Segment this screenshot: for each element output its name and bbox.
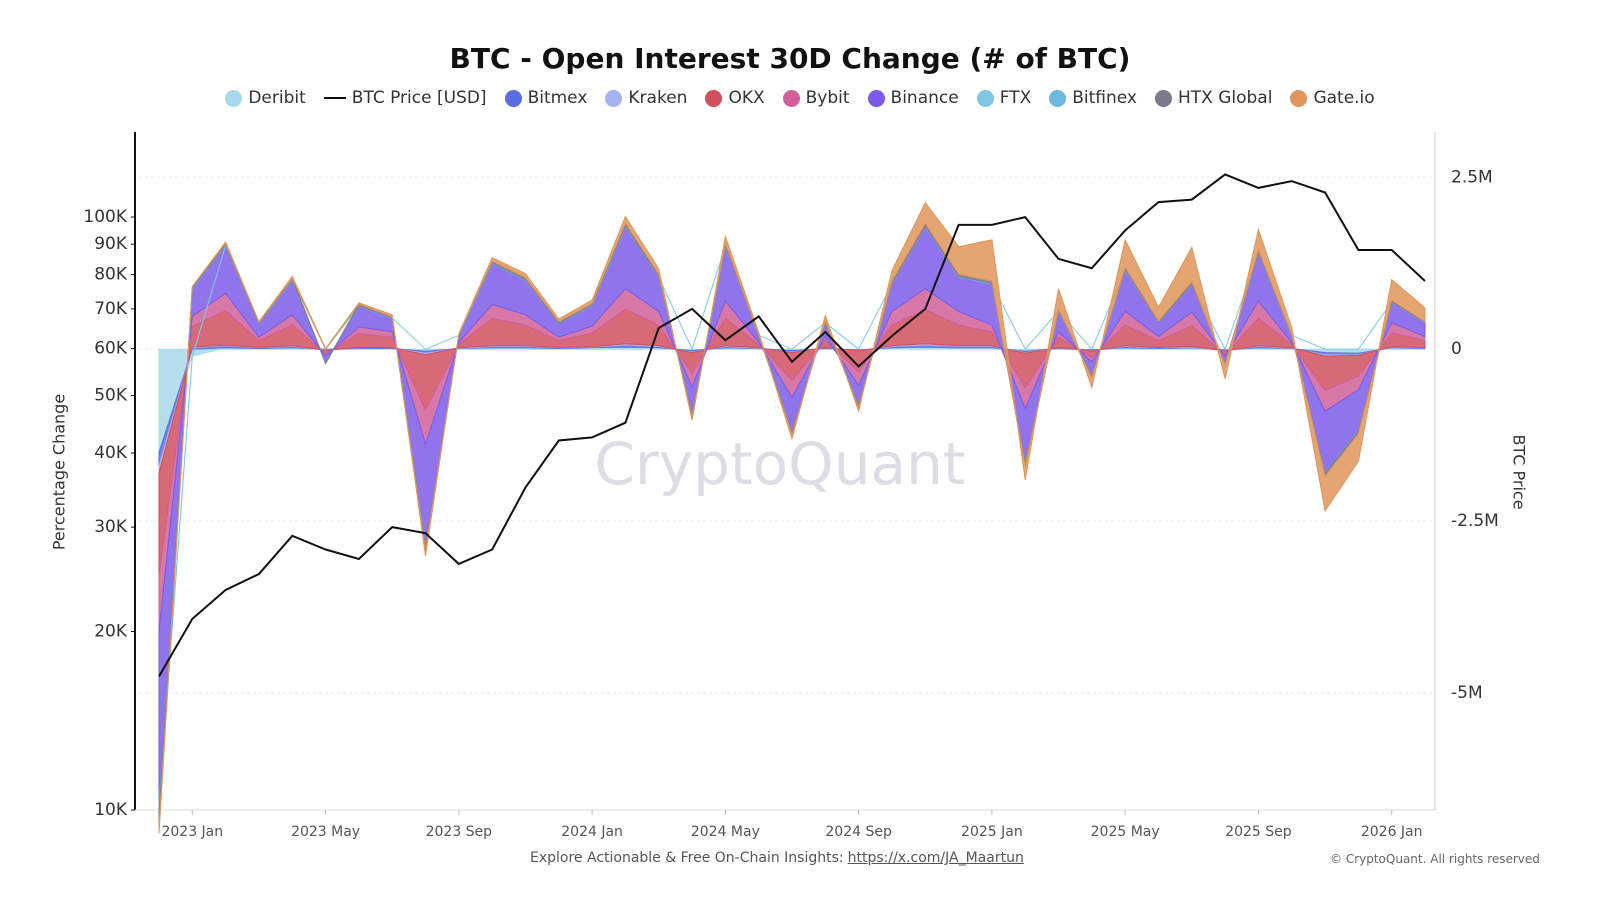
legend-item[interactable]: HTX Global bbox=[1154, 88, 1273, 108]
legend-swatch bbox=[504, 89, 522, 107]
x-tick-label: 2023 May bbox=[291, 824, 360, 840]
y-tick-label: 20K bbox=[94, 622, 128, 642]
x-tick-label: 2025 Sep bbox=[1225, 824, 1292, 840]
y2-tick-label: 0 bbox=[1451, 339, 1462, 359]
y-tick-label: 70K bbox=[94, 299, 128, 319]
legend-label: BTC Price [USD] bbox=[351, 88, 487, 108]
footer-text: Explore Actionable & Free On-Chain Insig… bbox=[530, 850, 844, 866]
legend-item[interactable]: Kraken bbox=[605, 88, 687, 108]
legend-label: Binance bbox=[890, 88, 959, 108]
y-tick-label: 40K bbox=[94, 443, 128, 463]
legend-label: HTX Global bbox=[1177, 88, 1273, 108]
area bbox=[158, 225, 1426, 804]
legend-label: FTX bbox=[999, 88, 1032, 108]
x-tick-label: 2024 Sep bbox=[825, 824, 892, 840]
y2-tick-label: 2.5M bbox=[1451, 167, 1493, 187]
legend-swatch bbox=[323, 97, 346, 99]
x-tick-label: 2026 Jan bbox=[1361, 824, 1423, 840]
y2-tick-label: -2.5M bbox=[1451, 511, 1499, 531]
legend-swatch bbox=[705, 89, 723, 107]
y-tick-label: 60K bbox=[94, 339, 128, 359]
x-tick-label: 2025 May bbox=[1091, 824, 1160, 840]
area bbox=[158, 225, 1426, 813]
y-tick-label: 80K bbox=[94, 265, 128, 285]
area bbox=[158, 225, 1426, 808]
legend: Deribit BTC Price [USD] Bitmex Kraken OKX Byb… bbox=[0, 88, 1600, 108]
legend-swatch bbox=[1290, 89, 1308, 107]
legend-item[interactable]: BTC Price [USD] bbox=[323, 88, 487, 108]
area bbox=[158, 201, 1426, 834]
legend-label: Bitmex bbox=[527, 88, 588, 108]
legend-item[interactable]: Bybit bbox=[782, 88, 850, 108]
y-tick-label: 30K bbox=[94, 517, 128, 537]
legend-swatch bbox=[1049, 89, 1067, 107]
legend-item[interactable]: Deribit bbox=[225, 88, 306, 108]
legend-label: OKX bbox=[728, 88, 765, 108]
watermark: CryptoQuant bbox=[594, 430, 965, 498]
legend-item[interactable]: Bitmex bbox=[504, 88, 588, 108]
chart-title: BTC - Open Interest 30D Change (# of BTC… bbox=[450, 42, 1131, 75]
copyright: © CryptoQuant. All rights reserved bbox=[1330, 852, 1540, 866]
footer: Explore Actionable & Free On-Chain Insig… bbox=[530, 850, 1024, 866]
x-tick-label: 2024 May bbox=[691, 824, 760, 840]
y-tick-label: 50K bbox=[94, 386, 128, 406]
legend-item[interactable]: FTX bbox=[976, 88, 1032, 108]
legend-swatch bbox=[1154, 89, 1172, 107]
legend-swatch bbox=[605, 89, 623, 107]
x-tick-label: 2023 Jan bbox=[161, 824, 223, 840]
y-axis-label: Percentage Change bbox=[50, 394, 69, 550]
legend-swatch bbox=[976, 89, 994, 107]
legend-item[interactable]: Gate.io bbox=[1290, 88, 1375, 108]
y2-axis-label: BTC Price bbox=[1510, 434, 1529, 509]
x-tick-label: 2025 Jan bbox=[961, 824, 1023, 840]
legend-swatch bbox=[867, 89, 885, 107]
legend-swatch bbox=[225, 89, 243, 107]
legend-label: Deribit bbox=[248, 88, 306, 108]
legend-swatch bbox=[782, 89, 800, 107]
legend-label: Bybit bbox=[805, 88, 850, 108]
x-tick-label: 2024 Jan bbox=[561, 824, 623, 840]
legend-label: Kraken bbox=[628, 88, 688, 108]
y-tick-label: 10K bbox=[94, 800, 128, 820]
y-tick-label: 90K bbox=[94, 234, 128, 254]
y-tick-label: 100K bbox=[83, 207, 127, 227]
footer-link[interactable]: https://x.com/JA_Maartun bbox=[847, 850, 1024, 866]
legend-item[interactable]: OKX bbox=[705, 88, 765, 108]
legend-item[interactable]: Binance bbox=[867, 88, 959, 108]
legend-item[interactable]: Bitfinex bbox=[1049, 88, 1137, 108]
y2-tick-label: -5M bbox=[1451, 683, 1483, 703]
legend-label: Gate.io bbox=[1313, 88, 1375, 108]
area bbox=[158, 222, 1426, 827]
legend-label: Bitfinex bbox=[1072, 88, 1137, 108]
x-tick-label: 2023 Sep bbox=[426, 824, 493, 840]
price-line bbox=[158, 173, 1426, 677]
